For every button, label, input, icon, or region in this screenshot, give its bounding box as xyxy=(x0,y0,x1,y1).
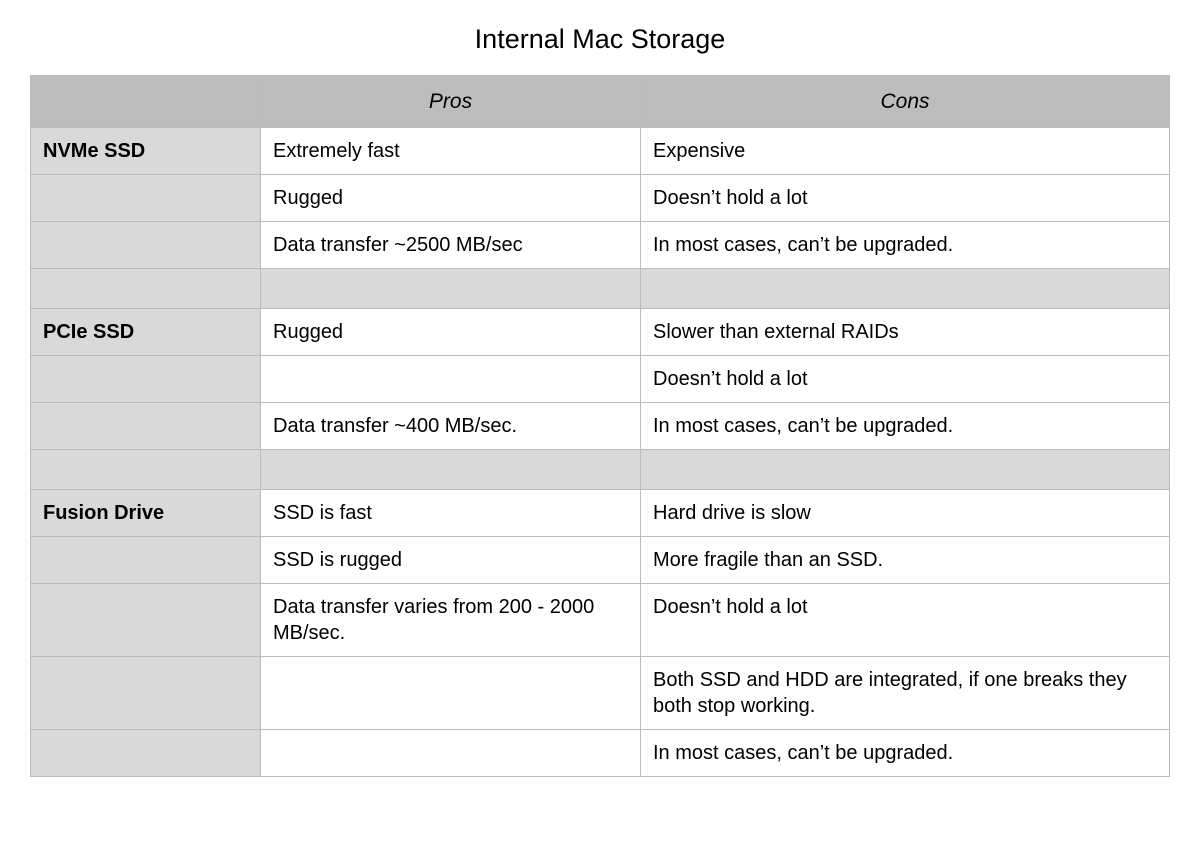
table-cell-cons: Doesn’t hold a lot xyxy=(641,584,1170,657)
table-cell-pros: Data transfer ~2500 MB/sec xyxy=(261,222,641,269)
table-cell-cons xyxy=(641,269,1170,309)
table-row: Both SSD and HDD are integrated, if one … xyxy=(31,657,1170,730)
table-cell-cons: Both SSD and HDD are integrated, if one … xyxy=(641,657,1170,730)
table-body: NVMe SSDExtremely fastExpensiveRuggedDoe… xyxy=(31,128,1170,777)
table-cell-label xyxy=(31,269,261,309)
column-header-label xyxy=(31,76,261,128)
table-cell-cons xyxy=(641,450,1170,490)
page-title: Internal Mac Storage xyxy=(30,24,1170,55)
table-cell-label: PCIe SSD xyxy=(31,309,261,356)
table-cell-cons: Slower than external RAIDs xyxy=(641,309,1170,356)
table-cell-cons: Hard drive is slow xyxy=(641,490,1170,537)
table-row: NVMe SSDExtremely fastExpensive xyxy=(31,128,1170,175)
table-cell-label xyxy=(31,584,261,657)
storage-comparison-table: Pros Cons NVMe SSDExtremely fastExpensiv… xyxy=(30,75,1170,777)
table-row: SSD is ruggedMore fragile than an SSD. xyxy=(31,537,1170,584)
table-cell-cons: In most cases, can’t be upgraded. xyxy=(641,730,1170,777)
table-cell-label xyxy=(31,222,261,269)
table-cell-label: NVMe SSD xyxy=(31,128,261,175)
table-header-row: Pros Cons xyxy=(31,76,1170,128)
table-cell-label xyxy=(31,356,261,403)
table-cell-pros xyxy=(261,356,641,403)
table-cell-label xyxy=(31,730,261,777)
table-cell-cons: Doesn’t hold a lot xyxy=(641,175,1170,222)
table-row: Fusion DriveSSD is fastHard drive is slo… xyxy=(31,490,1170,537)
table-cell-pros: Extremely fast xyxy=(261,128,641,175)
table-cell-label xyxy=(31,403,261,450)
table-row: Data transfer ~2500 MB/secIn most cases,… xyxy=(31,222,1170,269)
table-cell-pros: Data transfer varies from 200 - 2000 MB/… xyxy=(261,584,641,657)
table-cell-pros: Rugged xyxy=(261,175,641,222)
table-row: In most cases, can’t be upgraded. xyxy=(31,730,1170,777)
table-cell-label xyxy=(31,175,261,222)
table-cell-cons: More fragile than an SSD. xyxy=(641,537,1170,584)
table-row: PCIe SSDRuggedSlower than external RAIDs xyxy=(31,309,1170,356)
table-cell-label: Fusion Drive xyxy=(31,490,261,537)
table-cell-pros xyxy=(261,657,641,730)
table-cell-cons: In most cases, can’t be upgraded. xyxy=(641,222,1170,269)
table-cell-label xyxy=(31,537,261,584)
table-cell-pros: Data transfer ~400 MB/sec. xyxy=(261,403,641,450)
column-header-cons: Cons xyxy=(641,76,1170,128)
table-row: Doesn’t hold a lot xyxy=(31,356,1170,403)
table-cell-pros xyxy=(261,730,641,777)
table-cell-pros xyxy=(261,269,641,309)
table-row: RuggedDoesn’t hold a lot xyxy=(31,175,1170,222)
table-cell-cons: Expensive xyxy=(641,128,1170,175)
table-spacer-row xyxy=(31,269,1170,309)
table-row: Data transfer varies from 200 - 2000 MB/… xyxy=(31,584,1170,657)
table-cell-label xyxy=(31,450,261,490)
table-cell-cons: In most cases, can’t be upgraded. xyxy=(641,403,1170,450)
table-cell-pros: SSD is fast xyxy=(261,490,641,537)
table-cell-label xyxy=(31,657,261,730)
column-header-pros: Pros xyxy=(261,76,641,128)
table-cell-pros xyxy=(261,450,641,490)
table-cell-cons: Doesn’t hold a lot xyxy=(641,356,1170,403)
table-cell-pros: SSD is rugged xyxy=(261,537,641,584)
table-spacer-row xyxy=(31,450,1170,490)
table-cell-pros: Rugged xyxy=(261,309,641,356)
table-row: Data transfer ~400 MB/sec.In most cases,… xyxy=(31,403,1170,450)
